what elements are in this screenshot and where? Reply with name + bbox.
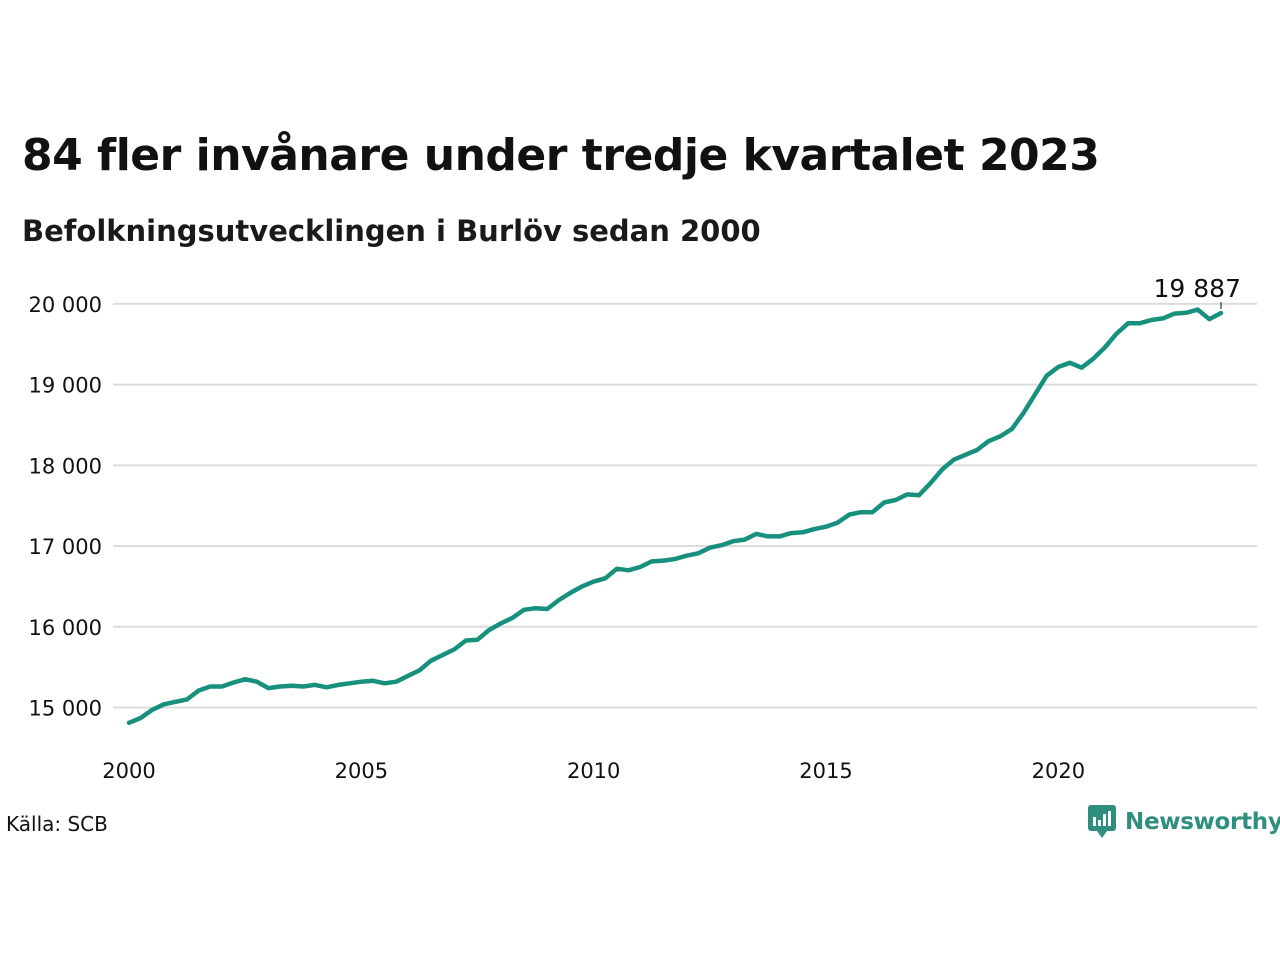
annotation-layer: 19 887 xyxy=(1154,274,1241,310)
y-axis-labels: 15 000 16 000 17 000 18 000 19 000 20 000 xyxy=(29,293,102,721)
source-note: Källa: SCB xyxy=(6,812,108,836)
x-tick-label: 2010 xyxy=(567,759,620,783)
brand-logo-link[interactable]: Newsworthy xyxy=(1087,804,1280,840)
x-tick-label: 2005 xyxy=(335,759,388,783)
annotation-label: 19 887 xyxy=(1154,274,1241,303)
chart-subtitle: Befolkningsutvecklingen i Burlöv sedan 2… xyxy=(22,214,761,248)
chart-title: 84 fler invånare under tredje kvartalet … xyxy=(22,130,1100,181)
y-tick-label: 15 000 xyxy=(29,696,102,720)
y-tick-label: 16 000 xyxy=(29,616,102,640)
series-layer xyxy=(126,307,1224,726)
y-tick-label: 20 000 xyxy=(29,293,102,317)
brand-name: Newsworthy xyxy=(1125,809,1280,835)
x-axis-labels: 2000 2005 2010 2015 2020 xyxy=(102,759,1085,783)
y-tick-label: 17 000 xyxy=(29,535,102,559)
x-tick-label: 2020 xyxy=(1032,759,1085,783)
x-tick-label: 2000 xyxy=(102,759,155,783)
y-tick-label: 19 000 xyxy=(29,374,102,398)
series-line xyxy=(126,307,1224,726)
gridlines xyxy=(113,302,1257,709)
x-tick-label: 2015 xyxy=(799,759,852,783)
y-tick-label: 18 000 xyxy=(29,454,102,478)
newsworthy-logo-icon xyxy=(1088,805,1116,838)
